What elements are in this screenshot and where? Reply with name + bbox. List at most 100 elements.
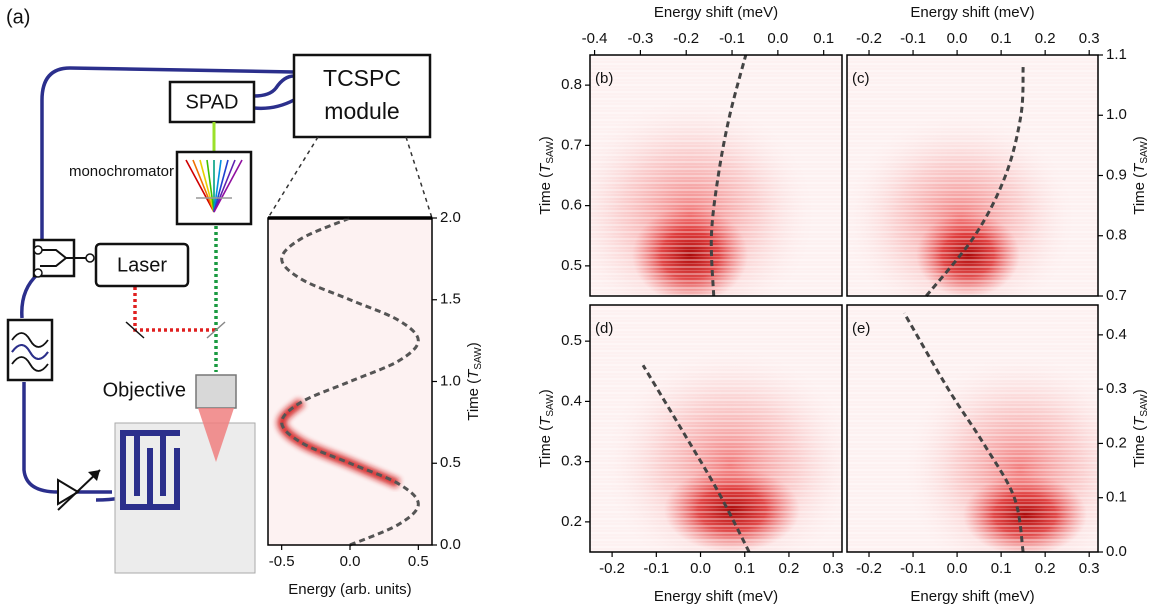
y-tick-label: 0.0 <box>1106 543 1127 560</box>
y-label-close: ) <box>537 389 554 394</box>
plot-frame <box>589 54 843 297</box>
x-axis-label: Energy shift (meV) <box>654 588 778 605</box>
x-tick-label: -0.1 <box>719 30 745 47</box>
port <box>33 245 43 255</box>
y-tick-label: 0.9 <box>1106 166 1127 183</box>
mirror <box>125 321 145 339</box>
x-tick-label: -0.2 <box>673 30 699 47</box>
x-tick-label: 0.3 <box>1079 30 1100 47</box>
x-tick-label: -0.1 <box>643 560 669 577</box>
y-tick-label: 0.4 <box>561 392 582 409</box>
y-tick-label: 0.8 <box>1106 227 1127 244</box>
x-tick-label: 0.2 <box>1035 560 1056 577</box>
x-tick-label: 0.2 <box>779 560 800 577</box>
x-tick-label: 0.0 <box>340 553 361 570</box>
fiber <box>40 66 295 244</box>
y-label-subscript: SAW <box>545 394 556 417</box>
heatmap-background <box>590 305 842 552</box>
dashed-curve <box>709 54 748 297</box>
panel-label: (d) <box>595 320 613 337</box>
y-label-subscript: SAW <box>473 347 484 370</box>
panel-label: (e) <box>852 320 870 337</box>
y-tick-label: 0.6 <box>561 197 582 214</box>
box-label: TCSPC <box>323 65 401 91</box>
zoom-line <box>267 136 319 219</box>
x-axis-label: Energy shift (meV) <box>910 588 1034 605</box>
y-label-text: Time ( <box>1131 173 1148 215</box>
y-label-close: ) <box>537 136 554 141</box>
heatmap-background <box>590 55 842 296</box>
box-label: module <box>324 98 399 124</box>
y-label-symbol: T <box>537 162 554 173</box>
component-label: monochromator <box>69 163 174 180</box>
fiber <box>76 490 121 502</box>
dashed-curve <box>280 216 420 547</box>
port <box>33 268 43 278</box>
y-label-symbol: T <box>1131 415 1148 426</box>
y-label-symbol: T <box>537 415 554 426</box>
x-tick-label: 0.3 <box>1079 560 1100 577</box>
x-tick-label: -0.1 <box>900 560 926 577</box>
dashed-curve <box>902 312 1025 553</box>
beam <box>133 287 216 332</box>
x-tick-label: 0.0 <box>767 30 788 47</box>
y-tick-label: 1.1 <box>1106 46 1127 63</box>
x-tick-label: 0.0 <box>947 30 968 47</box>
x-axis-label: Energy shift (meV) <box>654 4 778 21</box>
plot-frame <box>846 304 1099 553</box>
heatmap-background <box>268 218 432 545</box>
amplifier <box>57 478 80 506</box>
mirror <box>206 321 226 339</box>
y-axis-label: Time (TSAW) <box>1131 389 1150 468</box>
y-tick-label: 0.2 <box>561 513 582 530</box>
x-tick-label: -0.2 <box>856 560 882 577</box>
spad-box <box>168 80 256 124</box>
plot-frame <box>589 304 843 553</box>
x-tick-label: 0.0 <box>690 560 711 577</box>
component-label: Objective <box>103 379 186 401</box>
idt <box>120 430 180 510</box>
x-tick-label: -0.3 <box>627 30 653 47</box>
x-tick-label: -0.2 <box>599 560 625 577</box>
y-tick-label: 0.7 <box>1106 287 1127 304</box>
laser-box <box>94 242 190 288</box>
y-tick-label: 2.0 <box>440 209 461 226</box>
filter-box <box>6 318 54 382</box>
y-tick-label: 1.0 <box>440 372 461 389</box>
y-label-close: ) <box>1131 136 1148 141</box>
panel-label: (c) <box>852 70 870 87</box>
x-axis-label: Energy shift (meV) <box>910 4 1034 21</box>
dashed-curve <box>925 66 1025 297</box>
y-label-subscript: SAW <box>1139 394 1150 417</box>
x-tick-label: 0.1 <box>991 560 1012 577</box>
x-tick-label: 0.1 <box>991 30 1012 47</box>
panel-label: (b) <box>595 70 613 87</box>
y-tick-label: 0.2 <box>1106 434 1127 451</box>
y-axis-label: Time (TSAW) <box>537 136 556 215</box>
y-tick-label: 0.5 <box>561 332 582 349</box>
y-axis-label: Time (TSAW) <box>1131 136 1150 215</box>
splitter-path <box>40 249 86 267</box>
filter-symbol <box>11 344 49 360</box>
objective <box>195 374 237 409</box>
box-label: Laser <box>117 254 167 276</box>
y-label-subscript: SAW <box>545 141 556 164</box>
y-label-subscript: SAW <box>1139 141 1150 164</box>
y-label-text: Time ( <box>537 173 554 215</box>
tcspc-box <box>292 53 432 139</box>
y-label-close: ) <box>1131 389 1148 394</box>
y-axis-label: Time (TSAW) <box>537 389 556 468</box>
x-tick-label: 0.2 <box>1035 30 1056 47</box>
x-tick-label: -0.5 <box>269 553 295 570</box>
y-axis-label: Time (TSAW) <box>465 342 484 421</box>
x-tick-label: -0.1 <box>900 30 926 47</box>
x-tick-label: 0.1 <box>734 560 755 577</box>
y-label-text: Time ( <box>537 426 554 468</box>
y-tick-label: 0.5 <box>440 454 461 471</box>
y-tick-label: 0.5 <box>561 257 582 274</box>
y-label-text: Time ( <box>465 379 482 421</box>
y-label-symbol: T <box>1131 162 1148 173</box>
x-tick-label: 0.1 <box>813 30 834 47</box>
y-tick-label: 0.1 <box>1106 489 1127 506</box>
heatmap-background <box>847 55 1098 296</box>
